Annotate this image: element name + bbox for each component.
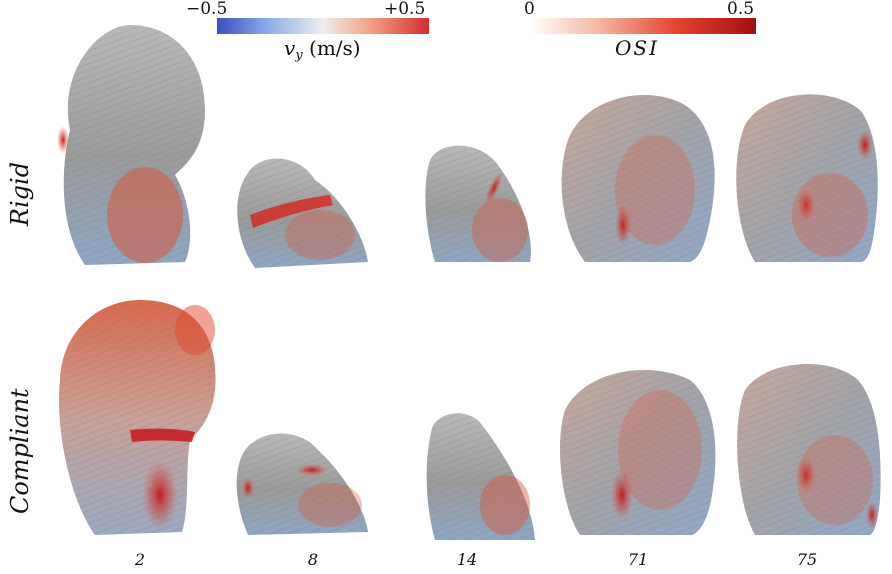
compliant-case-14 [426,413,535,540]
compliant-case-8 [236,433,368,535]
vy-colorbar [217,18,429,34]
case-label-2: 2 [134,550,146,569]
vy-unit: (m/s) [309,36,361,60]
case-label-71: 71 [627,550,649,569]
rigid-case-8 [237,158,368,268]
vy-max-label: +0.5 [384,0,426,19]
osi-min-label: 0 [524,0,535,19]
rigid-case-71 [561,95,715,262]
vy-subscript: y [295,48,303,63]
vy-symbol: v [284,36,296,60]
osi-colorbar-title: OSI [615,36,659,60]
compliant-case-71 [560,370,716,535]
osi-colorbar [530,18,756,34]
rigid-case-14 [425,145,531,262]
case-label-75: 75 [796,550,818,569]
osi-max-label: 0.5 [727,0,755,19]
case-label-14: 14 [456,550,478,569]
compliant-case-2 [59,300,216,535]
vy-min-label: −0.5 [186,0,228,19]
compliant-case-75 [737,363,881,535]
vy-colorbar-title: vy (m/s) [284,36,361,63]
rigid-case-2 [57,25,205,265]
rigid-case-75 [736,94,878,262]
case-label-8: 8 [307,550,319,569]
